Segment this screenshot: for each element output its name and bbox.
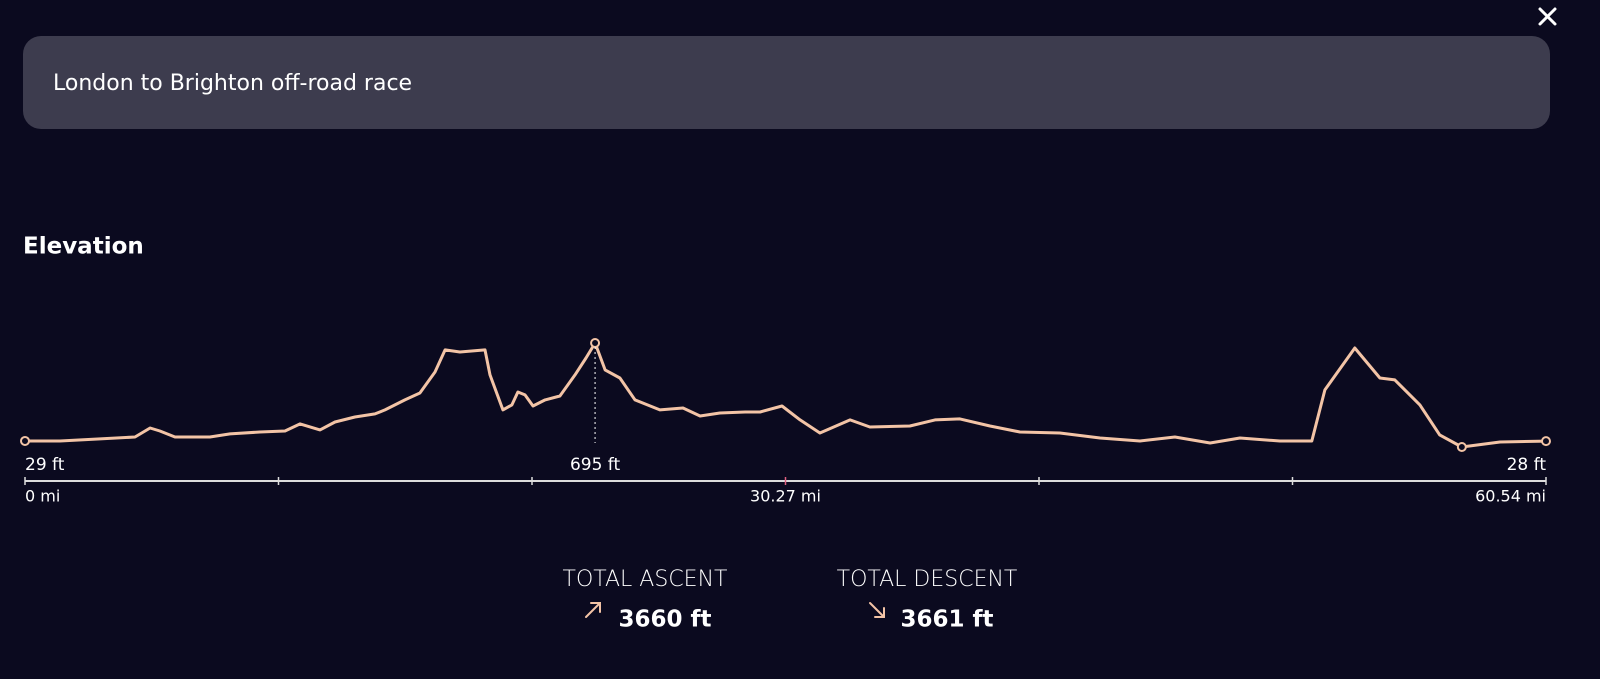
x-tick-label: 30.27 mi: [750, 487, 821, 506]
stat-label: TOTAL ASCENT: [563, 567, 728, 592]
elevation-point: [1456, 442, 1467, 452]
close-icon: [1538, 7, 1557, 26]
value-label: 29 ft: [25, 455, 65, 475]
route-title: London to Brighton off-road race: [53, 71, 412, 96]
x-tick-label: 60.54 mi: [1475, 487, 1546, 506]
section-title: Elevation: [23, 234, 144, 260]
x-tick-label: 0 mi: [25, 487, 60, 506]
elevation-line: [25, 341, 1547, 449]
elevation-point: [1541, 436, 1551, 447]
close-button[interactable]: [1538, 7, 1557, 26]
value-label: 28 ft: [1507, 455, 1547, 475]
ascent-icon: [585, 602, 601, 618]
elevation-point: [20, 435, 30, 446]
elevation-point: [590, 338, 601, 348]
stat-value: 3661 ft: [900, 607, 993, 633]
stat-value: 3660 ft: [618, 607, 711, 633]
stat-label: TOTAL DESCENT: [837, 567, 1018, 592]
title-box: [23, 36, 1550, 129]
descent-icon: [869, 602, 885, 618]
value-label: 695 ft: [570, 455, 621, 475]
